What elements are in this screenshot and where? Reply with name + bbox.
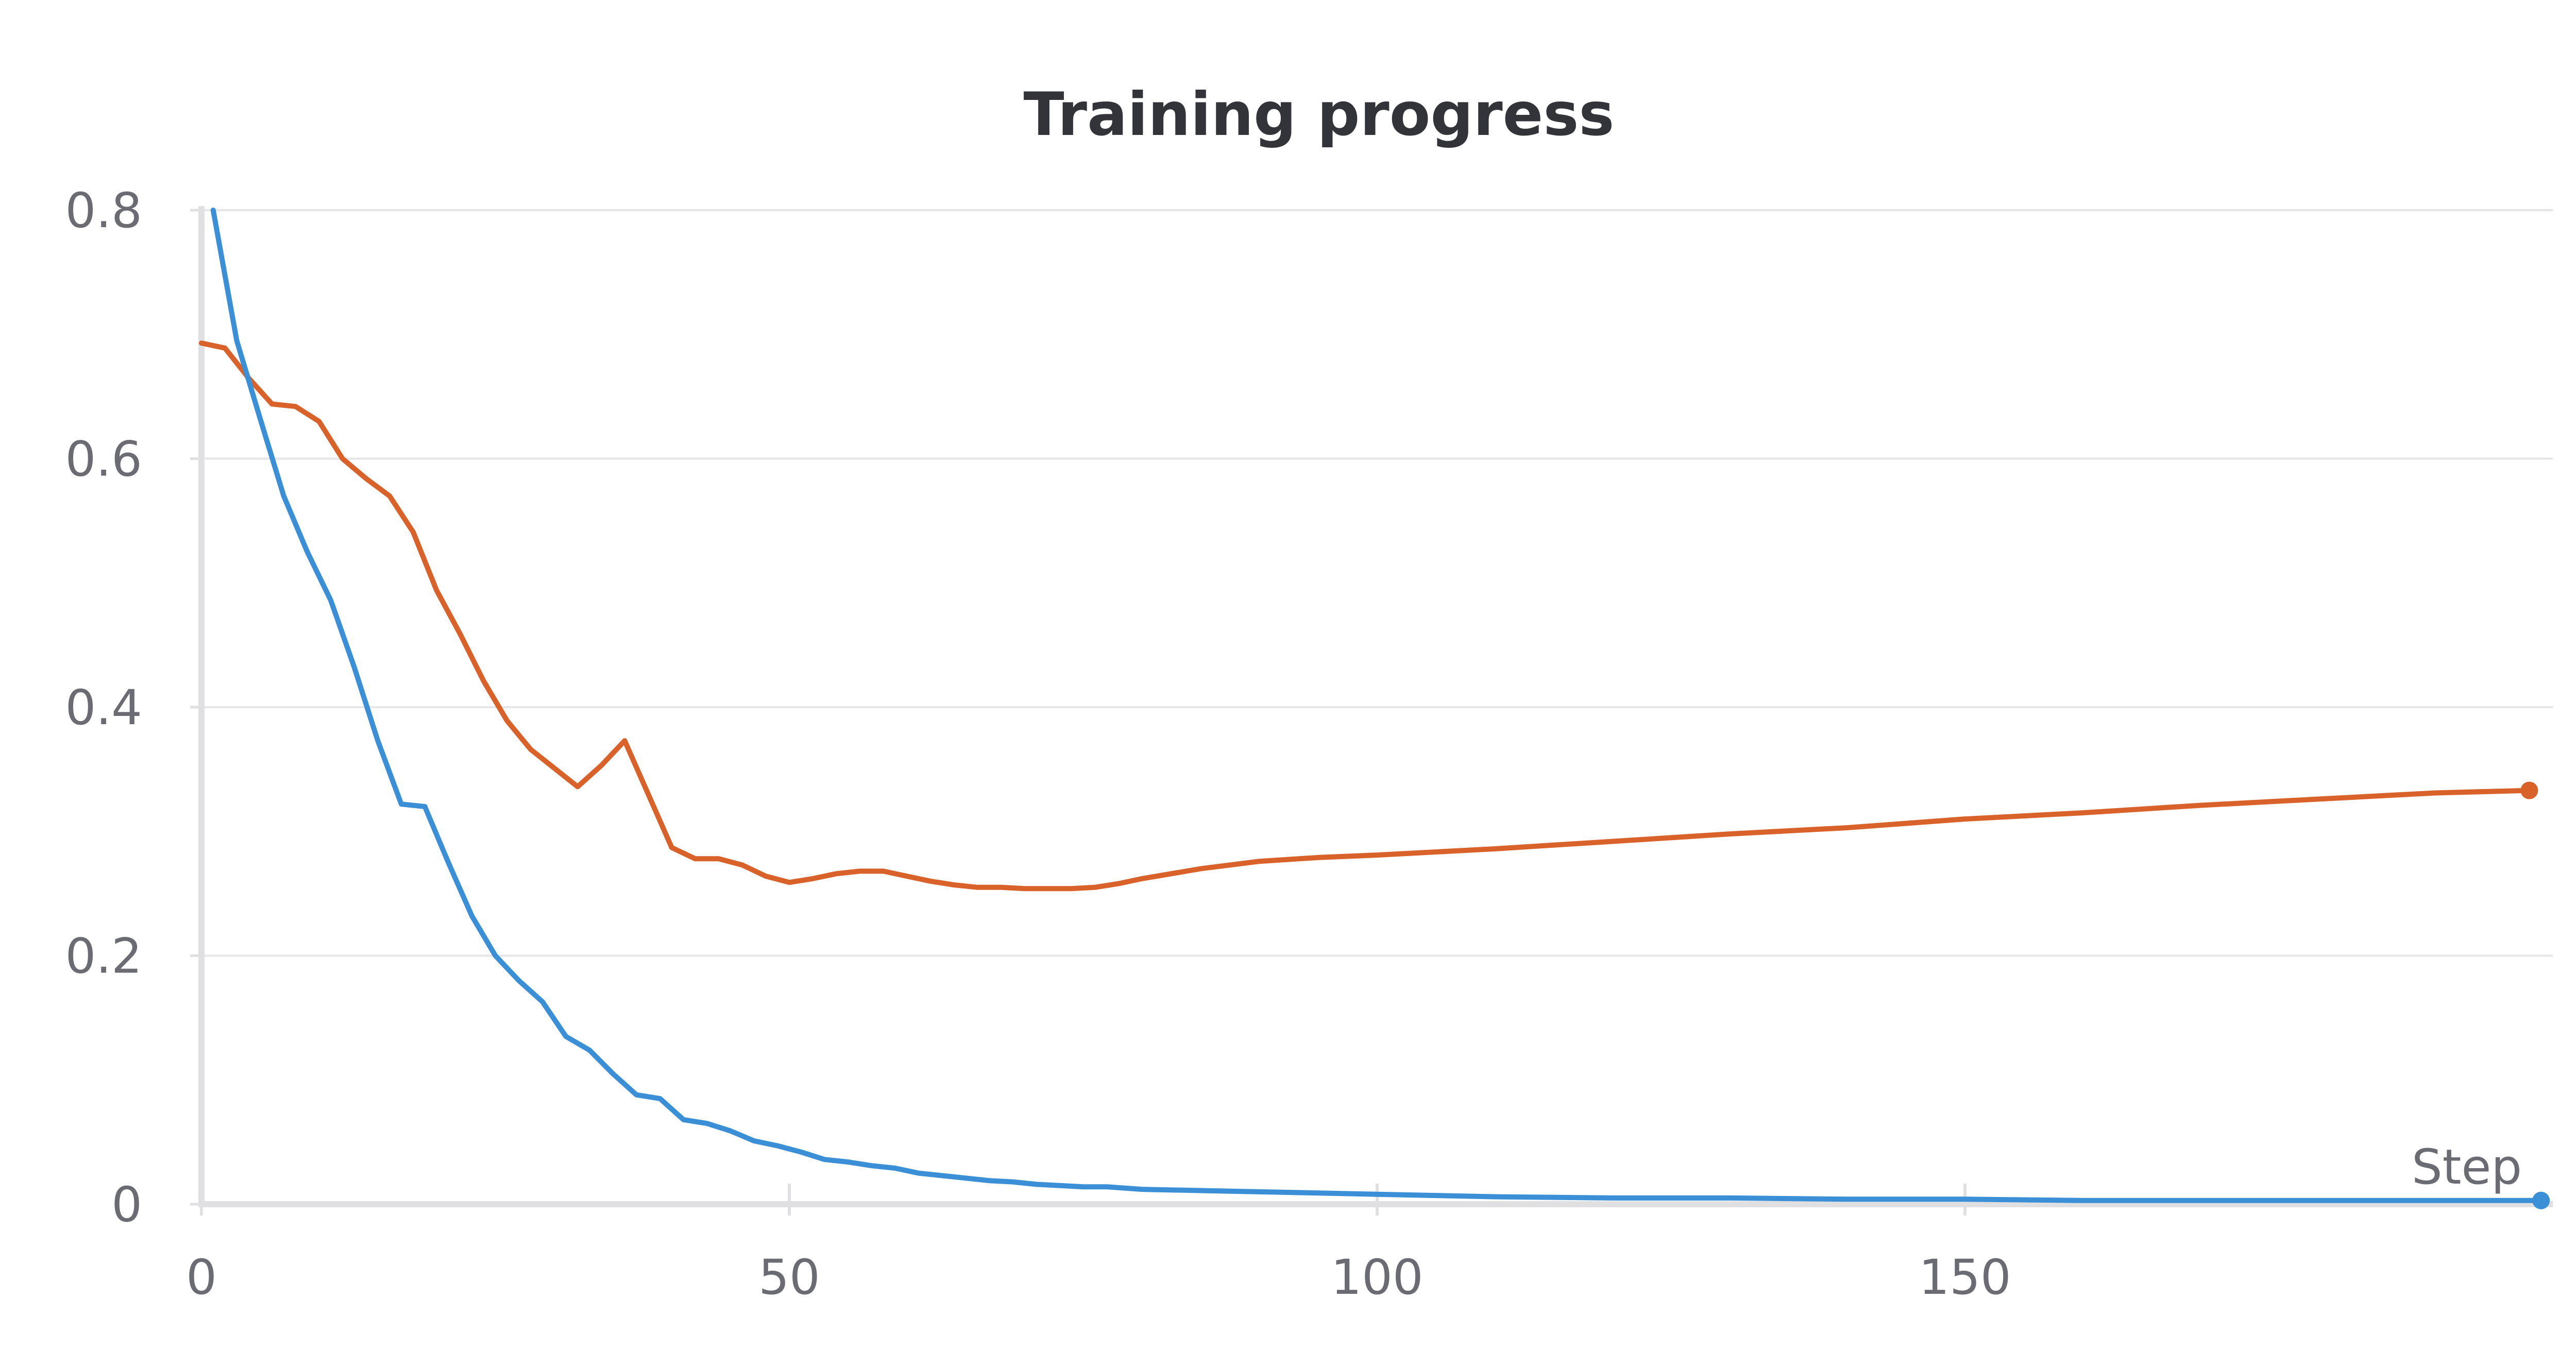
series-line-1 xyxy=(210,208,2544,1203)
series-endpoint-1 xyxy=(2532,1191,2550,1209)
x-tick-label: 50 xyxy=(758,1250,820,1306)
x-tick-label: 150 xyxy=(1919,1250,2011,1306)
y-tick-label: 0.2 xyxy=(65,929,143,985)
series-line-0 xyxy=(199,340,2532,892)
chart-title: Training progress xyxy=(1024,80,1615,149)
gridlines xyxy=(201,209,2553,957)
x-tick-label: 0 xyxy=(186,1250,217,1306)
y-tick-label: 0 xyxy=(111,1177,142,1233)
y-tick-label: 0.8 xyxy=(65,183,143,239)
x-axis-ticks: 0 50 100 150 xyxy=(186,1184,2011,1306)
y-tick-label: 0.4 xyxy=(65,680,143,736)
y-axis-ticks: 0 0.2 0.4 0.6 0.8 xyxy=(65,183,201,1233)
x-tick-label: 100 xyxy=(1331,1250,1423,1306)
x-axis-label: Step xyxy=(2412,1139,2522,1195)
series-lines xyxy=(199,208,2550,1209)
y-tick-label: 0.6 xyxy=(65,432,143,488)
series-endpoint-0 xyxy=(2520,781,2538,799)
